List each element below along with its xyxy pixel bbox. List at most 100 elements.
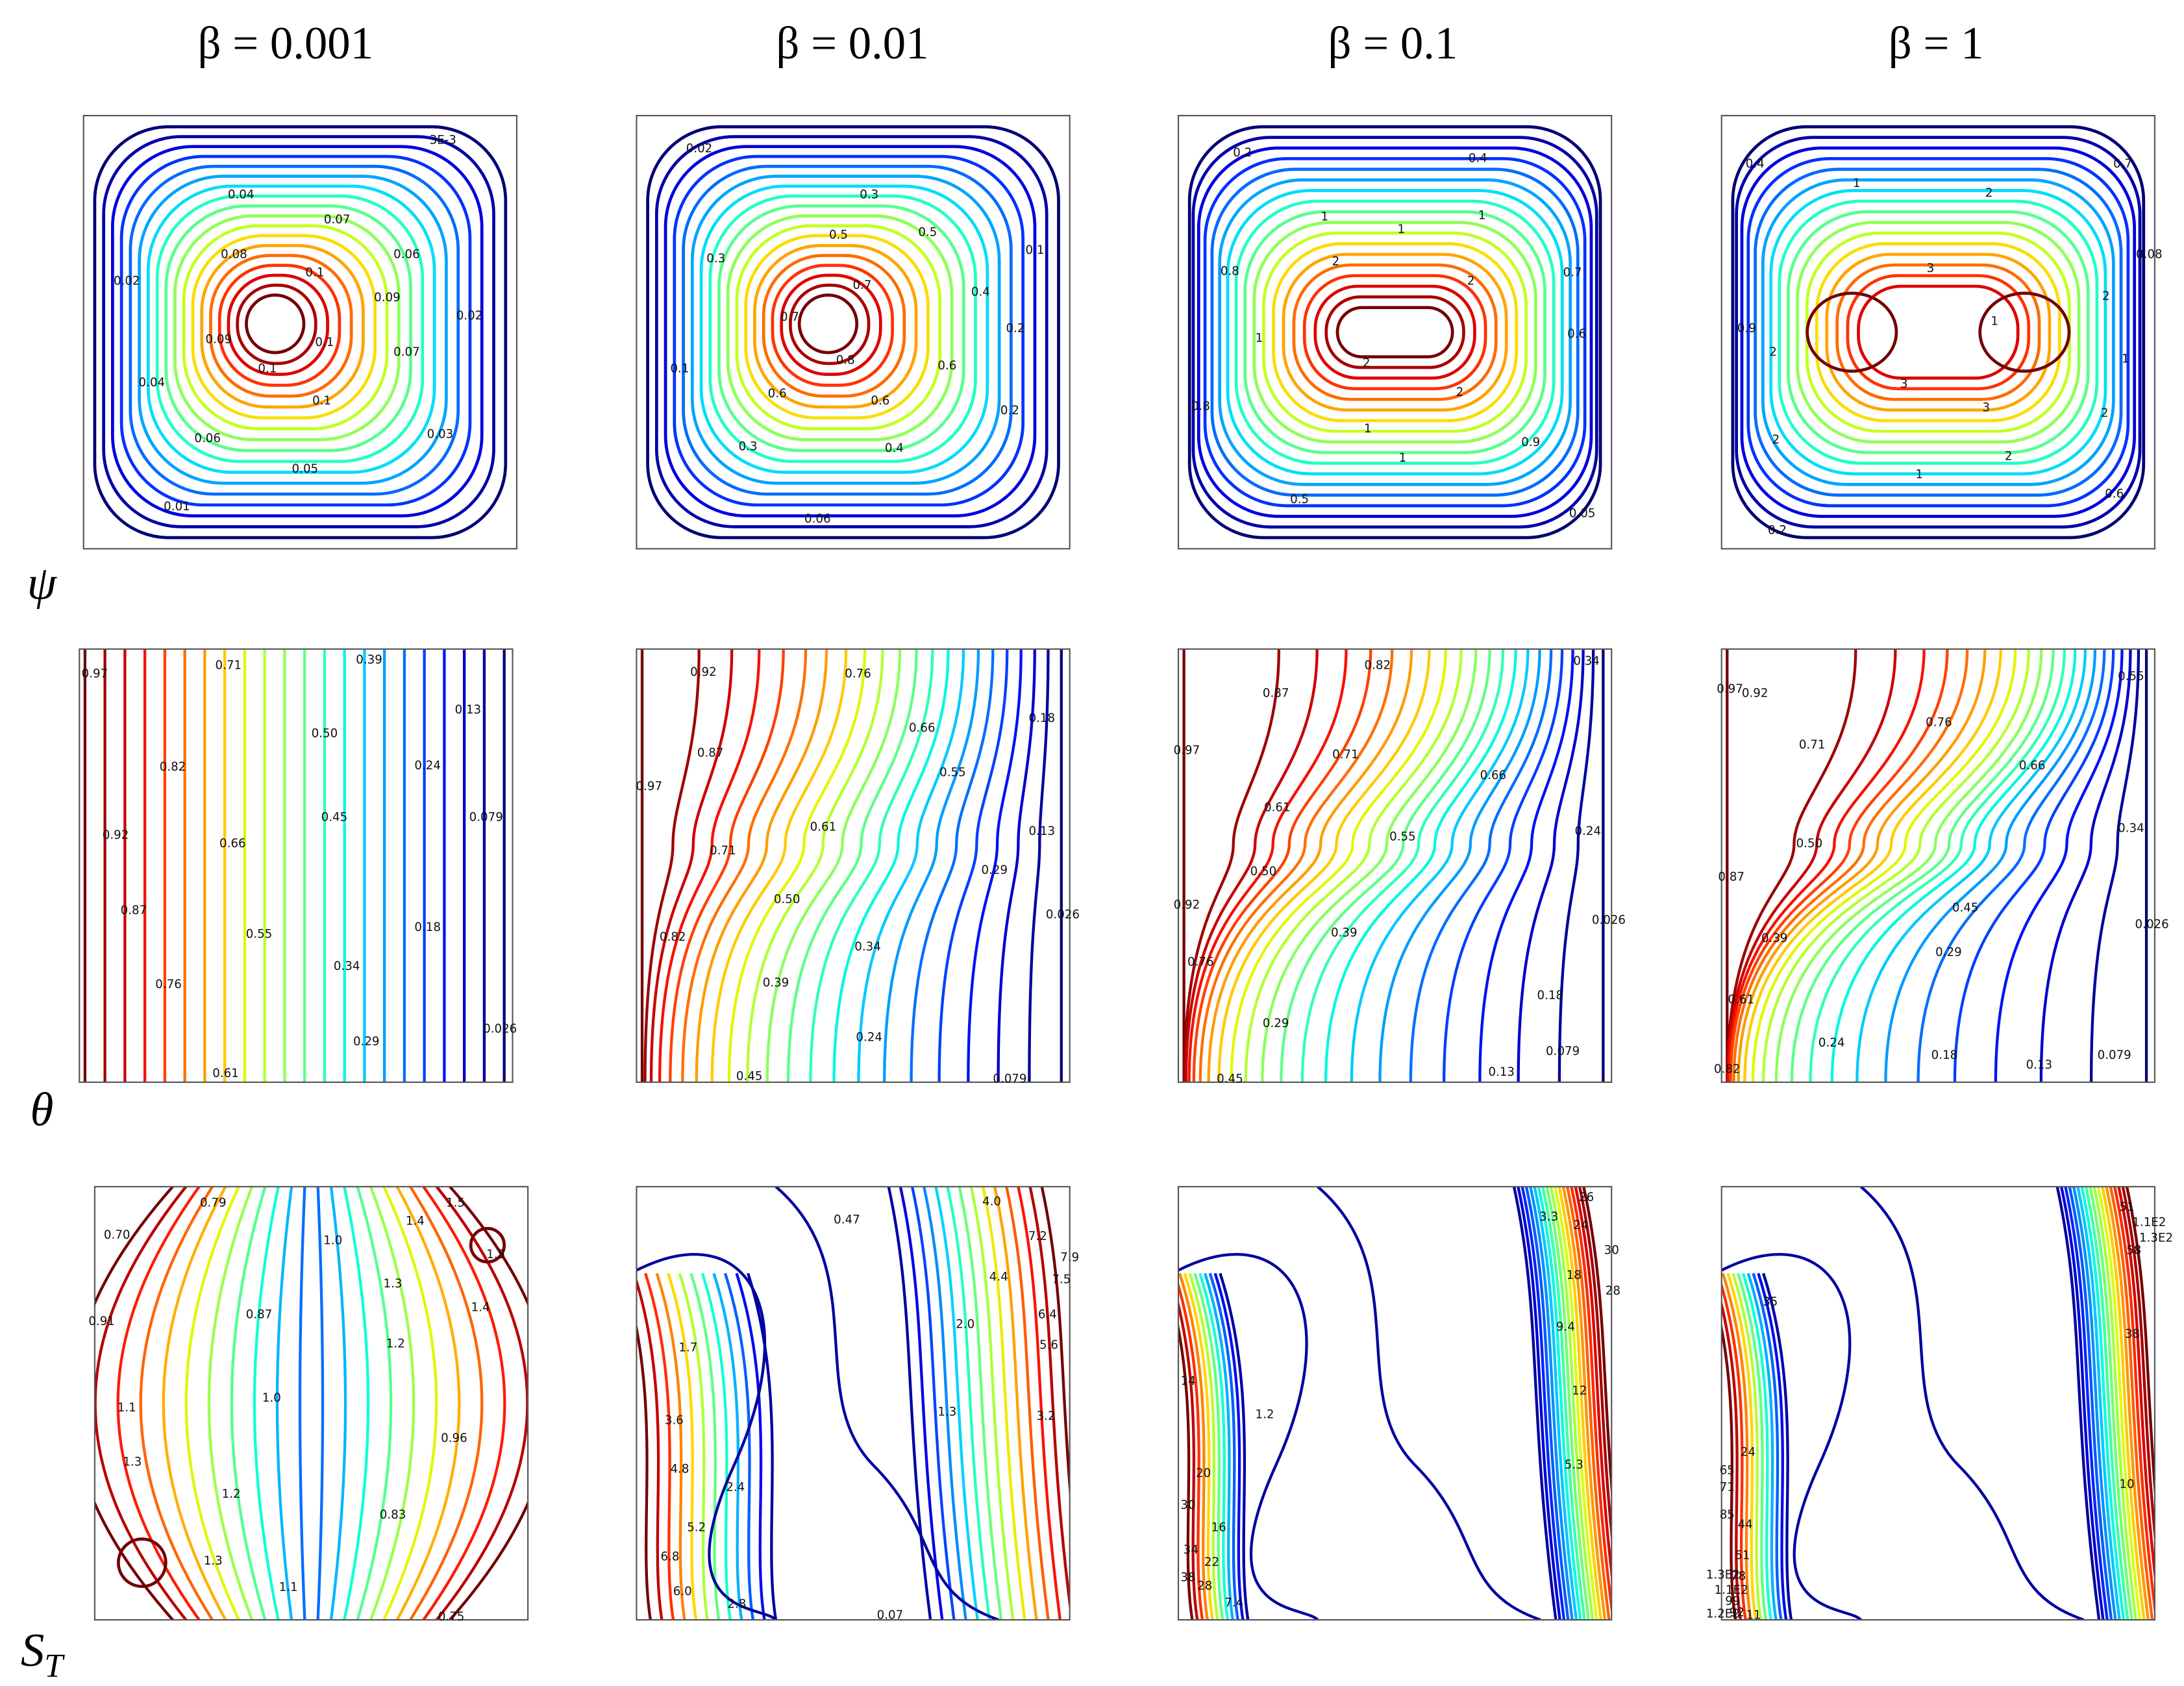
contour-label: 0.29 (982, 863, 1008, 877)
contour-line (2121, 1186, 2155, 1546)
contour-label: 28 (1606, 1284, 1620, 1298)
contour-label: 1.4 (406, 1215, 425, 1228)
contour-line (2125, 1186, 2155, 1502)
contour-line (1317, 1186, 1541, 1620)
contour-label: 6.4 (1038, 1308, 1057, 1321)
contour-line (1533, 1186, 1578, 1620)
contour-line (1282, 253, 1508, 412)
contour-label: 24 (1741, 1446, 1756, 1459)
contour-label: 0.7 (2113, 157, 2132, 171)
column-title: β = 0.01 (776, 18, 928, 69)
contour-label: 0.24 (1574, 824, 1601, 838)
contour-line (1028, 1186, 1070, 1614)
contour-label: 9.4 (1556, 1320, 1575, 1334)
contour-label: 11 (1746, 1609, 1761, 1622)
contour-line (1234, 199, 1556, 465)
contour-label: 0.18 (1028, 712, 1055, 725)
panel-frame (1177, 114, 1613, 550)
contour-line (1729, 649, 1949, 1082)
contour-line (646, 125, 1060, 539)
contour-label: 22 (1204, 1556, 1219, 1569)
contour-label: 0.39 (1761, 932, 1788, 945)
contour-line (923, 1186, 967, 1620)
contour-label: 0.66 (2019, 759, 2046, 773)
contour-line (765, 649, 902, 1082)
contour-line (422, 1186, 506, 1620)
contour-label: 3.6 (665, 1413, 684, 1427)
contour-label: 1.2 (222, 1487, 241, 1501)
contour-line (217, 264, 341, 387)
contour-line (1751, 649, 2017, 1082)
contour-label: 0.07 (324, 213, 351, 227)
contour-line (636, 1321, 652, 1620)
contour-label: 78 (1731, 1570, 1746, 1583)
panel-frame (79, 648, 514, 1084)
contour-line (958, 1186, 1003, 1620)
contour-line (1183, 649, 1280, 1082)
contour-label: 1 (1364, 422, 1372, 436)
contour-label: 0.1 (258, 362, 277, 376)
contour-line (117, 1537, 168, 1588)
contour-label: 0.50 (774, 893, 800, 906)
contour-line (1743, 649, 2002, 1082)
contour-label: 38 (1180, 1571, 1195, 1585)
contour-label: 0.13 (2026, 1058, 2053, 1072)
contour-line (1198, 649, 1394, 1082)
contour-line (1762, 1272, 1793, 1620)
contour-label: 2 (1985, 186, 1993, 200)
contour-label: 0.1 (305, 266, 324, 279)
contour-line (1005, 1186, 1050, 1620)
contour-label: 0.87 (121, 904, 147, 917)
contour-line (717, 204, 965, 452)
contour-label: 0.01 (164, 500, 190, 514)
contour-line (735, 224, 942, 430)
contour-label: 0.4 (971, 286, 990, 299)
contour-label: 0.2 (1000, 404, 1019, 417)
contour-line (1735, 136, 2142, 529)
contour-label: 2 (1332, 254, 1340, 268)
contour-line (1183, 1272, 1214, 1620)
contour-line (899, 1186, 944, 1620)
contour-line (946, 1186, 991, 1620)
contour-label: 30 (1604, 1244, 1619, 1258)
contour-line (1731, 1272, 1763, 1620)
contour-plot (640, 649, 1063, 1082)
contour-label: 0.34 (334, 960, 360, 973)
contour-label: 0.82 (160, 760, 186, 774)
panel-frame (1720, 648, 2156, 1084)
contour-label: 1 (1397, 223, 1405, 236)
contour-line (969, 1186, 1015, 1620)
contour-line (1746, 1272, 1778, 1620)
contour-line (735, 1272, 766, 1620)
contour-line (2068, 1186, 2113, 1620)
contour-line (726, 214, 954, 441)
contour-line (1790, 649, 2055, 1082)
contour-label: 0.04 (228, 188, 254, 201)
contour-label: 0.92 (1174, 899, 1200, 912)
contour-line (727, 649, 867, 1082)
contour-label: 2.8 (727, 1597, 746, 1611)
contour-label: 0.61 (1264, 800, 1291, 814)
contour-line (1187, 125, 1602, 539)
contour-label: 0.06 (194, 432, 221, 445)
contour-line (857, 649, 965, 1082)
contour-line (1313, 284, 1476, 380)
contour-line (1178, 1281, 1204, 1620)
contour-label: 3E-3 (430, 134, 456, 147)
contour-plot (93, 125, 508, 539)
contour-line (1549, 1186, 1595, 1620)
contour-line (182, 224, 389, 430)
contour-line (1806, 291, 1898, 373)
contour-line (747, 1272, 778, 1620)
contour-label: 1.1 (279, 1581, 298, 1594)
contour-line (1746, 157, 2130, 508)
contour-label: 0.07 (393, 345, 420, 359)
contour-label: 0.71 (1332, 748, 1359, 762)
contour-label: 0.24 (414, 759, 441, 773)
contour-label: 1.3 (384, 1277, 403, 1291)
contour-line (1835, 263, 2041, 401)
contour-label: 2 (2102, 290, 2110, 303)
contour-label: 0.02 (114, 274, 140, 288)
contour-label: 1.3E2 (1706, 1568, 1740, 1581)
